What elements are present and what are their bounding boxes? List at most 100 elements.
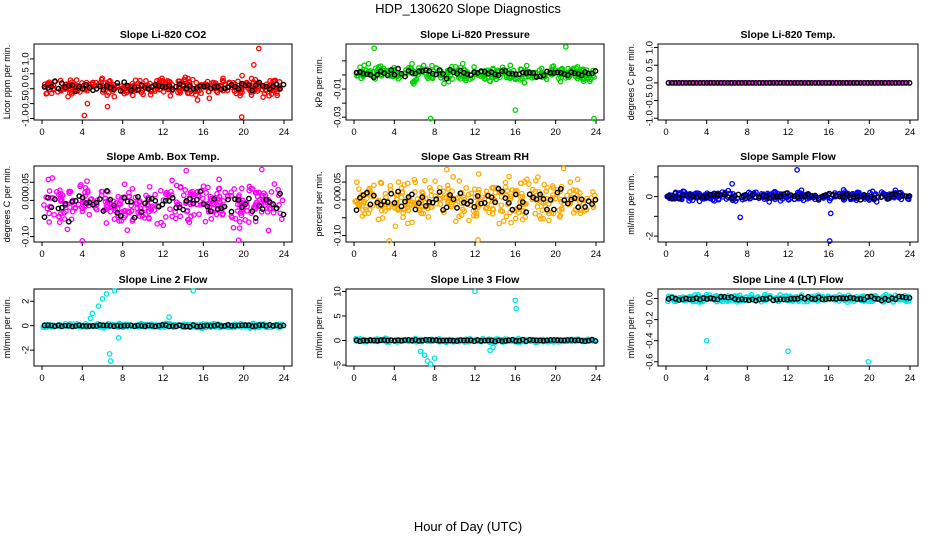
mean-point <box>374 337 381 344</box>
outlier-point <box>238 114 245 120</box>
mean-point <box>537 73 543 80</box>
x-tick-label: 20 <box>550 127 561 138</box>
mean-point <box>402 337 408 343</box>
data-point <box>238 185 245 192</box>
data-point <box>199 195 206 202</box>
mean-point <box>79 194 86 201</box>
data-point <box>377 179 384 186</box>
mean-point <box>711 295 717 302</box>
mean-point <box>564 72 571 79</box>
outlier-point <box>729 180 735 187</box>
mean-point <box>467 198 474 205</box>
data-point <box>356 186 362 192</box>
mean-point <box>367 201 374 208</box>
mean-point <box>135 322 141 329</box>
data-point <box>169 177 175 184</box>
mean-point <box>245 322 252 329</box>
mean-point <box>166 198 173 204</box>
mean-point <box>277 86 283 92</box>
mean-point <box>578 196 585 203</box>
mean-point <box>207 208 214 215</box>
mean-point <box>360 70 367 77</box>
data-point <box>41 202 47 208</box>
outlier-point <box>190 287 197 294</box>
data-point <box>133 200 139 206</box>
mean-point <box>252 323 259 329</box>
mean-point <box>770 193 777 200</box>
mean-point <box>683 295 689 302</box>
mean-point <box>773 80 780 86</box>
mean-point <box>742 80 749 86</box>
x-tick-label: 8 <box>432 373 437 384</box>
data-point <box>478 73 484 80</box>
mean-point <box>896 190 902 196</box>
mean-point <box>791 193 798 200</box>
data-point <box>440 188 447 195</box>
data-point <box>466 217 472 224</box>
y-axis-label: ml/min per min. <box>2 297 12 359</box>
x-tick-label: 0 <box>351 249 356 260</box>
mean-point <box>808 295 815 302</box>
mean-point <box>505 337 512 344</box>
data-point <box>191 212 197 218</box>
mean-point <box>770 80 777 86</box>
mean-point <box>180 323 187 330</box>
mean-point <box>72 197 79 204</box>
x-tick-label: 12 <box>783 249 794 260</box>
data-point <box>169 192 175 198</box>
mean-point <box>861 80 867 86</box>
mean-point <box>836 80 843 86</box>
data-point <box>66 190 73 196</box>
data-point <box>258 208 265 215</box>
y-axis-label: degrees C per min. <box>626 44 636 121</box>
data-point <box>353 179 360 186</box>
mean-point <box>173 83 180 90</box>
mean-point <box>843 191 850 198</box>
data-point <box>203 190 209 196</box>
mean-point <box>155 322 162 329</box>
outlier-point <box>490 344 496 351</box>
x-tick-label: 16 <box>823 249 834 260</box>
data-point <box>196 211 202 218</box>
x-tick-label: 16 <box>510 127 521 138</box>
data-point <box>228 189 235 196</box>
mean-point <box>732 296 738 302</box>
mean-point <box>714 191 721 198</box>
data-point <box>271 181 278 187</box>
y-tick-label: -2 <box>21 346 32 354</box>
mean-point <box>55 205 62 212</box>
mean-point <box>794 80 801 86</box>
mean-point <box>906 193 913 199</box>
mean-point <box>592 196 599 203</box>
data-point <box>187 201 194 208</box>
mean-point <box>457 190 464 197</box>
mean-point <box>58 323 65 330</box>
outlier-point <box>250 62 257 68</box>
mean-point <box>187 195 193 202</box>
outlier-point <box>472 288 478 295</box>
mean-point <box>903 80 909 86</box>
panels-grid: Slope Li-820 CO2 Licor ppm per min. 0 4 8 12 1… <box>2 29 919 384</box>
mean-point <box>62 322 69 329</box>
mean-point <box>225 196 232 203</box>
x-tick-label: 20 <box>550 373 561 384</box>
mean-point <box>415 68 422 75</box>
mean-point <box>62 200 69 207</box>
mean-point <box>97 83 103 90</box>
mean-point <box>551 337 557 343</box>
data-point <box>82 189 88 196</box>
mean-point <box>505 70 512 77</box>
data-point <box>445 185 451 192</box>
mean-point <box>128 87 135 94</box>
x-tick-label: 4 <box>704 373 709 384</box>
mean-point <box>377 337 384 344</box>
x-tick-label: 8 <box>120 249 125 260</box>
mean-point <box>551 70 557 76</box>
mean-point <box>197 323 204 330</box>
mean-point <box>499 188 505 195</box>
y-tick-label: -0.5 <box>21 95 32 111</box>
series-points <box>353 288 598 367</box>
mean-point <box>836 193 843 200</box>
x-tick-label: 4 <box>392 373 397 384</box>
mean-point <box>725 294 731 301</box>
